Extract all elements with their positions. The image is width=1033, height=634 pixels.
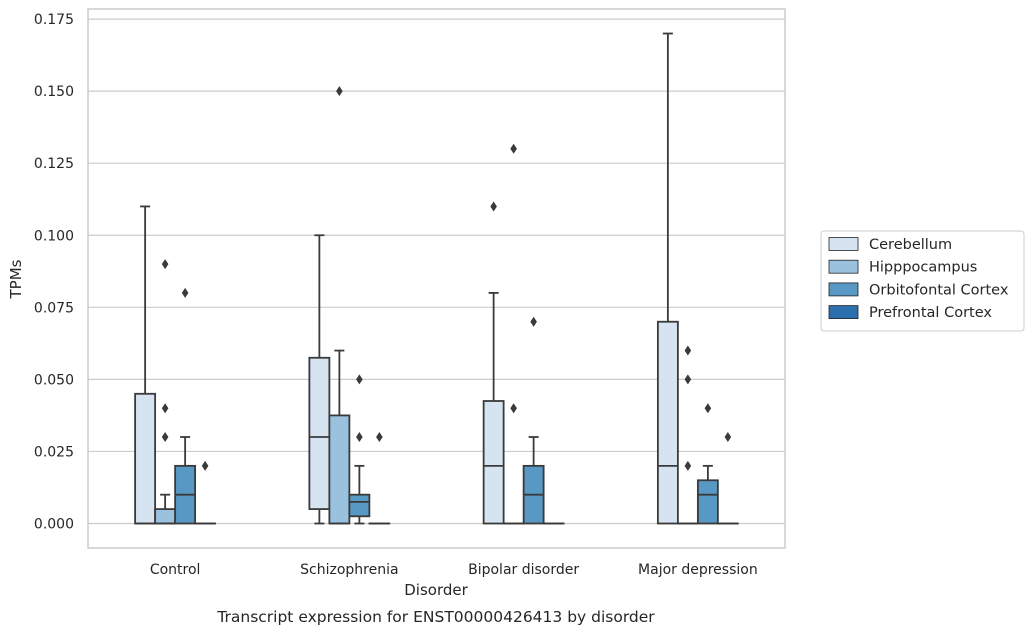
y-tick-label: 0.075 bbox=[34, 300, 74, 316]
outlier-point bbox=[684, 374, 692, 385]
plot-frame bbox=[87, 8, 786, 549]
box-2-3 bbox=[696, 403, 719, 525]
legend-swatch bbox=[828, 237, 859, 251]
legend-label: Cerebellum bbox=[869, 237, 952, 253]
box-1-1 bbox=[328, 86, 351, 525]
legend-label: Prefrontal Cortex bbox=[869, 305, 992, 321]
x-tick-label: Schizophrenia bbox=[300, 562, 398, 578]
box-body bbox=[328, 414, 351, 525]
legend: Cerebellum Hipppocampus Orbitofontal Corte… bbox=[820, 230, 1025, 332]
y-tick-label: 0.025 bbox=[34, 444, 74, 460]
x-tick-label: Control bbox=[150, 562, 201, 578]
y-tick-label: 0.000 bbox=[34, 517, 74, 533]
box-2-2 bbox=[522, 316, 545, 525]
outlier-point bbox=[356, 374, 363, 385]
y-tick-label: 0.175 bbox=[34, 12, 74, 28]
outlier-point bbox=[510, 403, 517, 414]
box-body bbox=[482, 400, 505, 525]
box-body bbox=[154, 508, 177, 525]
box-body bbox=[308, 356, 331, 510]
box-3-0 bbox=[194, 460, 217, 525]
legend-label: Orbitofontal Cortex bbox=[869, 282, 1009, 298]
box-3-3 bbox=[716, 432, 739, 525]
outlier-point bbox=[336, 86, 343, 97]
x-tick-label: Bipolar disorder bbox=[468, 562, 579, 578]
outlier-point bbox=[530, 316, 537, 327]
outlier-point bbox=[510, 143, 517, 154]
outlier-point bbox=[376, 432, 383, 443]
y-tick-label: 0.100 bbox=[34, 228, 74, 244]
box-0-0 bbox=[134, 205, 157, 525]
y-axis-title: TPMs bbox=[7, 259, 25, 299]
y-tick-label: 0.125 bbox=[34, 156, 74, 172]
x-tick-label: Major depression bbox=[638, 562, 758, 578]
box-body bbox=[134, 392, 157, 525]
box-1-3 bbox=[676, 345, 699, 525]
box-3-1 bbox=[368, 432, 391, 525]
grid-lines bbox=[88, 18, 785, 525]
outlier-point bbox=[161, 259, 169, 270]
legend-swatch bbox=[828, 305, 859, 320]
y-axis-ticks: 0.000 0.025 0.050 0.075 0.100 0.125 0.150 0.175 bbox=[34, 12, 74, 532]
outlier-point bbox=[181, 287, 189, 298]
box-body bbox=[656, 320, 679, 525]
legend-label: Hipppocampus bbox=[869, 260, 977, 276]
outlier-point bbox=[704, 403, 712, 414]
legend-swatch bbox=[828, 259, 859, 274]
box-1-0 bbox=[154, 259, 177, 525]
box-2-1 bbox=[348, 374, 371, 525]
box-plot-marks bbox=[134, 32, 739, 525]
box-body bbox=[696, 479, 719, 525]
legend-swatch bbox=[828, 282, 859, 297]
box-0-1 bbox=[308, 234, 331, 525]
y-tick-label: 0.050 bbox=[34, 372, 74, 388]
outlier-point bbox=[161, 432, 169, 443]
box-1-2 bbox=[502, 143, 525, 525]
x-axis-title: Disorder bbox=[404, 581, 468, 599]
outlier-point bbox=[490, 201, 497, 212]
outlier-point bbox=[684, 460, 692, 471]
chart-caption: Transcript expression for ENST0000042641… bbox=[216, 608, 655, 626]
outlier-point bbox=[684, 345, 692, 356]
legend-frame bbox=[820, 230, 1025, 332]
y-tick-label: 0.150 bbox=[34, 84, 74, 100]
box-body bbox=[348, 493, 371, 518]
outlier-point bbox=[201, 460, 209, 471]
outlier-point bbox=[724, 432, 732, 443]
box-0-2 bbox=[482, 201, 505, 525]
box-0-3 bbox=[656, 32, 679, 525]
outlier-point bbox=[161, 403, 169, 414]
x-axis-ticks: Control Schizophrenia Bipolar disorder Majo… bbox=[150, 562, 758, 578]
box-2-0 bbox=[174, 287, 197, 525]
outlier-point bbox=[356, 432, 363, 443]
